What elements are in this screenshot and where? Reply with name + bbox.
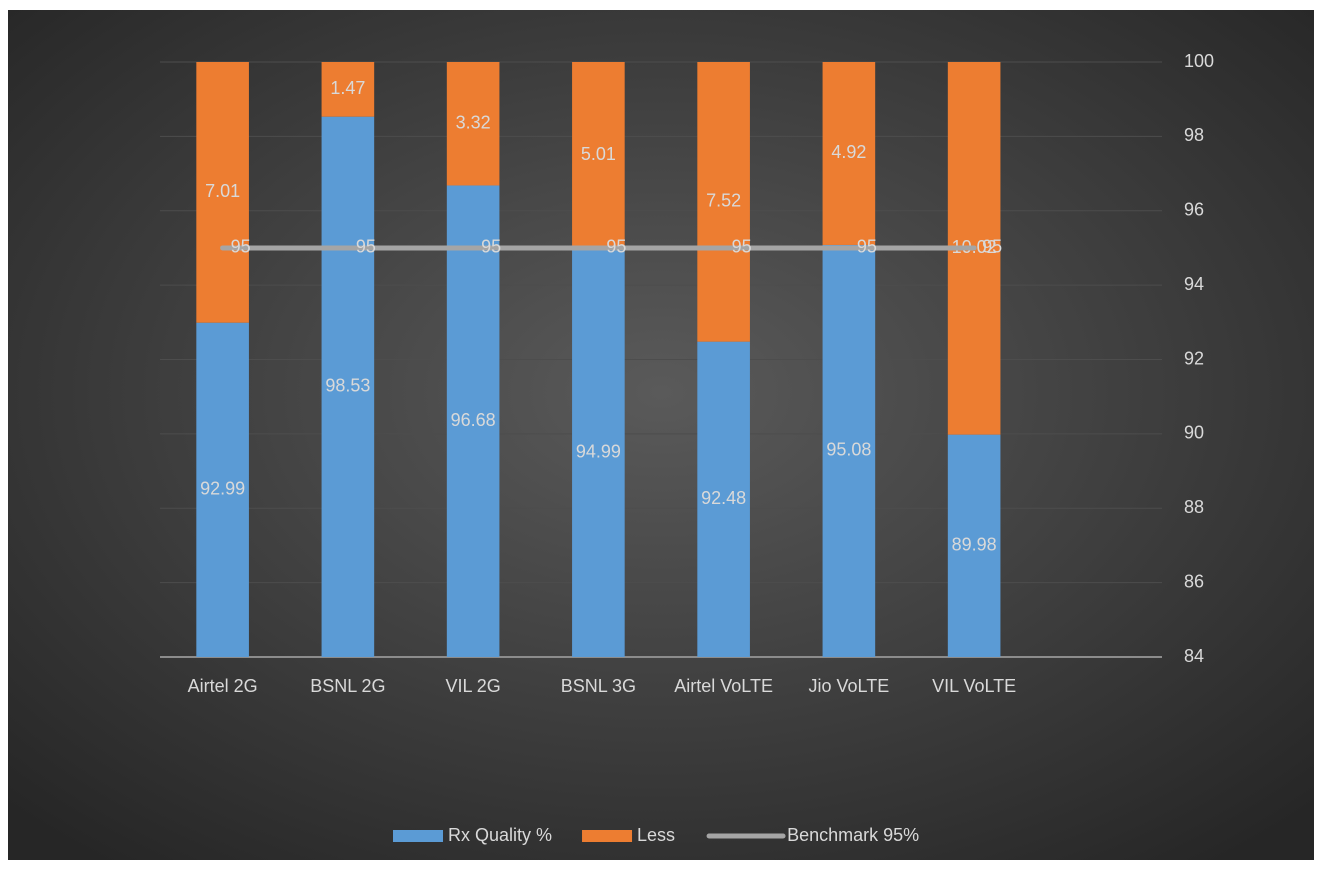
data-label: 89.98 (952, 535, 997, 555)
bar-segment (822, 244, 876, 657)
y-tick-label: 86 (1184, 571, 1204, 591)
bar-segment (196, 322, 249, 657)
data-label: 7.52 (706, 191, 741, 211)
y-tick-label: 88 (1184, 497, 1204, 517)
bar-segment (822, 62, 876, 245)
data-label: 95.08 (826, 440, 871, 460)
bar-segment (572, 62, 625, 249)
data-label: 4.92 (831, 142, 866, 162)
legend-label: Rx Quality % (448, 825, 552, 845)
bar-segment (697, 62, 750, 342)
bar-segment (446, 185, 500, 657)
data-label: 92.48 (701, 488, 746, 508)
legend-swatch (582, 830, 633, 842)
data-label: 1.47 (330, 78, 365, 98)
data-label: 98.53 (325, 376, 370, 396)
y-tick-label: 94 (1184, 274, 1204, 294)
bar-segment (321, 62, 375, 117)
bar-segment (697, 341, 750, 657)
data-label: 96.68 (451, 410, 496, 430)
x-tick-label: Airtel 2G (188, 676, 258, 696)
bar-segment (196, 62, 249, 323)
x-tick-label: VIL VoLTE (932, 676, 1016, 696)
data-label: 3.32 (456, 112, 491, 132)
x-tick-label: VIL 2G (445, 676, 500, 696)
legend-label: Less (637, 825, 675, 845)
data-label: 94.99 (576, 441, 621, 461)
y-tick-label: 84 (1184, 646, 1204, 666)
data-label: 95 (356, 237, 376, 257)
bar-segment (947, 434, 1001, 657)
x-tick-label: BSNL 2G (310, 676, 385, 696)
data-label: 92.99 (200, 479, 245, 499)
bar-segment (572, 248, 625, 657)
legend-label: Benchmark 95% (787, 825, 919, 845)
data-label: 95 (606, 237, 626, 257)
data-label: 95 (231, 237, 251, 257)
bar-segment (321, 116, 375, 657)
data-label: 7.01 (205, 181, 240, 201)
y-tick-label: 96 (1184, 200, 1204, 220)
x-tick-label: Airtel VoLTE (674, 676, 773, 696)
y-tick-label: 100 (1184, 51, 1214, 71)
y-tick-label: 98 (1184, 125, 1204, 145)
data-label: 95 (857, 237, 877, 257)
x-tick-label: Jio VoLTE (809, 676, 890, 696)
data-label: 95 (481, 237, 501, 257)
data-label: 95 (982, 237, 1002, 257)
data-label: 95 (732, 237, 752, 257)
y-tick-label: 92 (1184, 348, 1204, 368)
bar-segment (446, 62, 500, 186)
y-tick-label: 90 (1184, 423, 1204, 443)
x-tick-label: BSNL 3G (561, 676, 636, 696)
legend-swatch (393, 830, 443, 842)
data-label: 5.01 (581, 144, 616, 164)
